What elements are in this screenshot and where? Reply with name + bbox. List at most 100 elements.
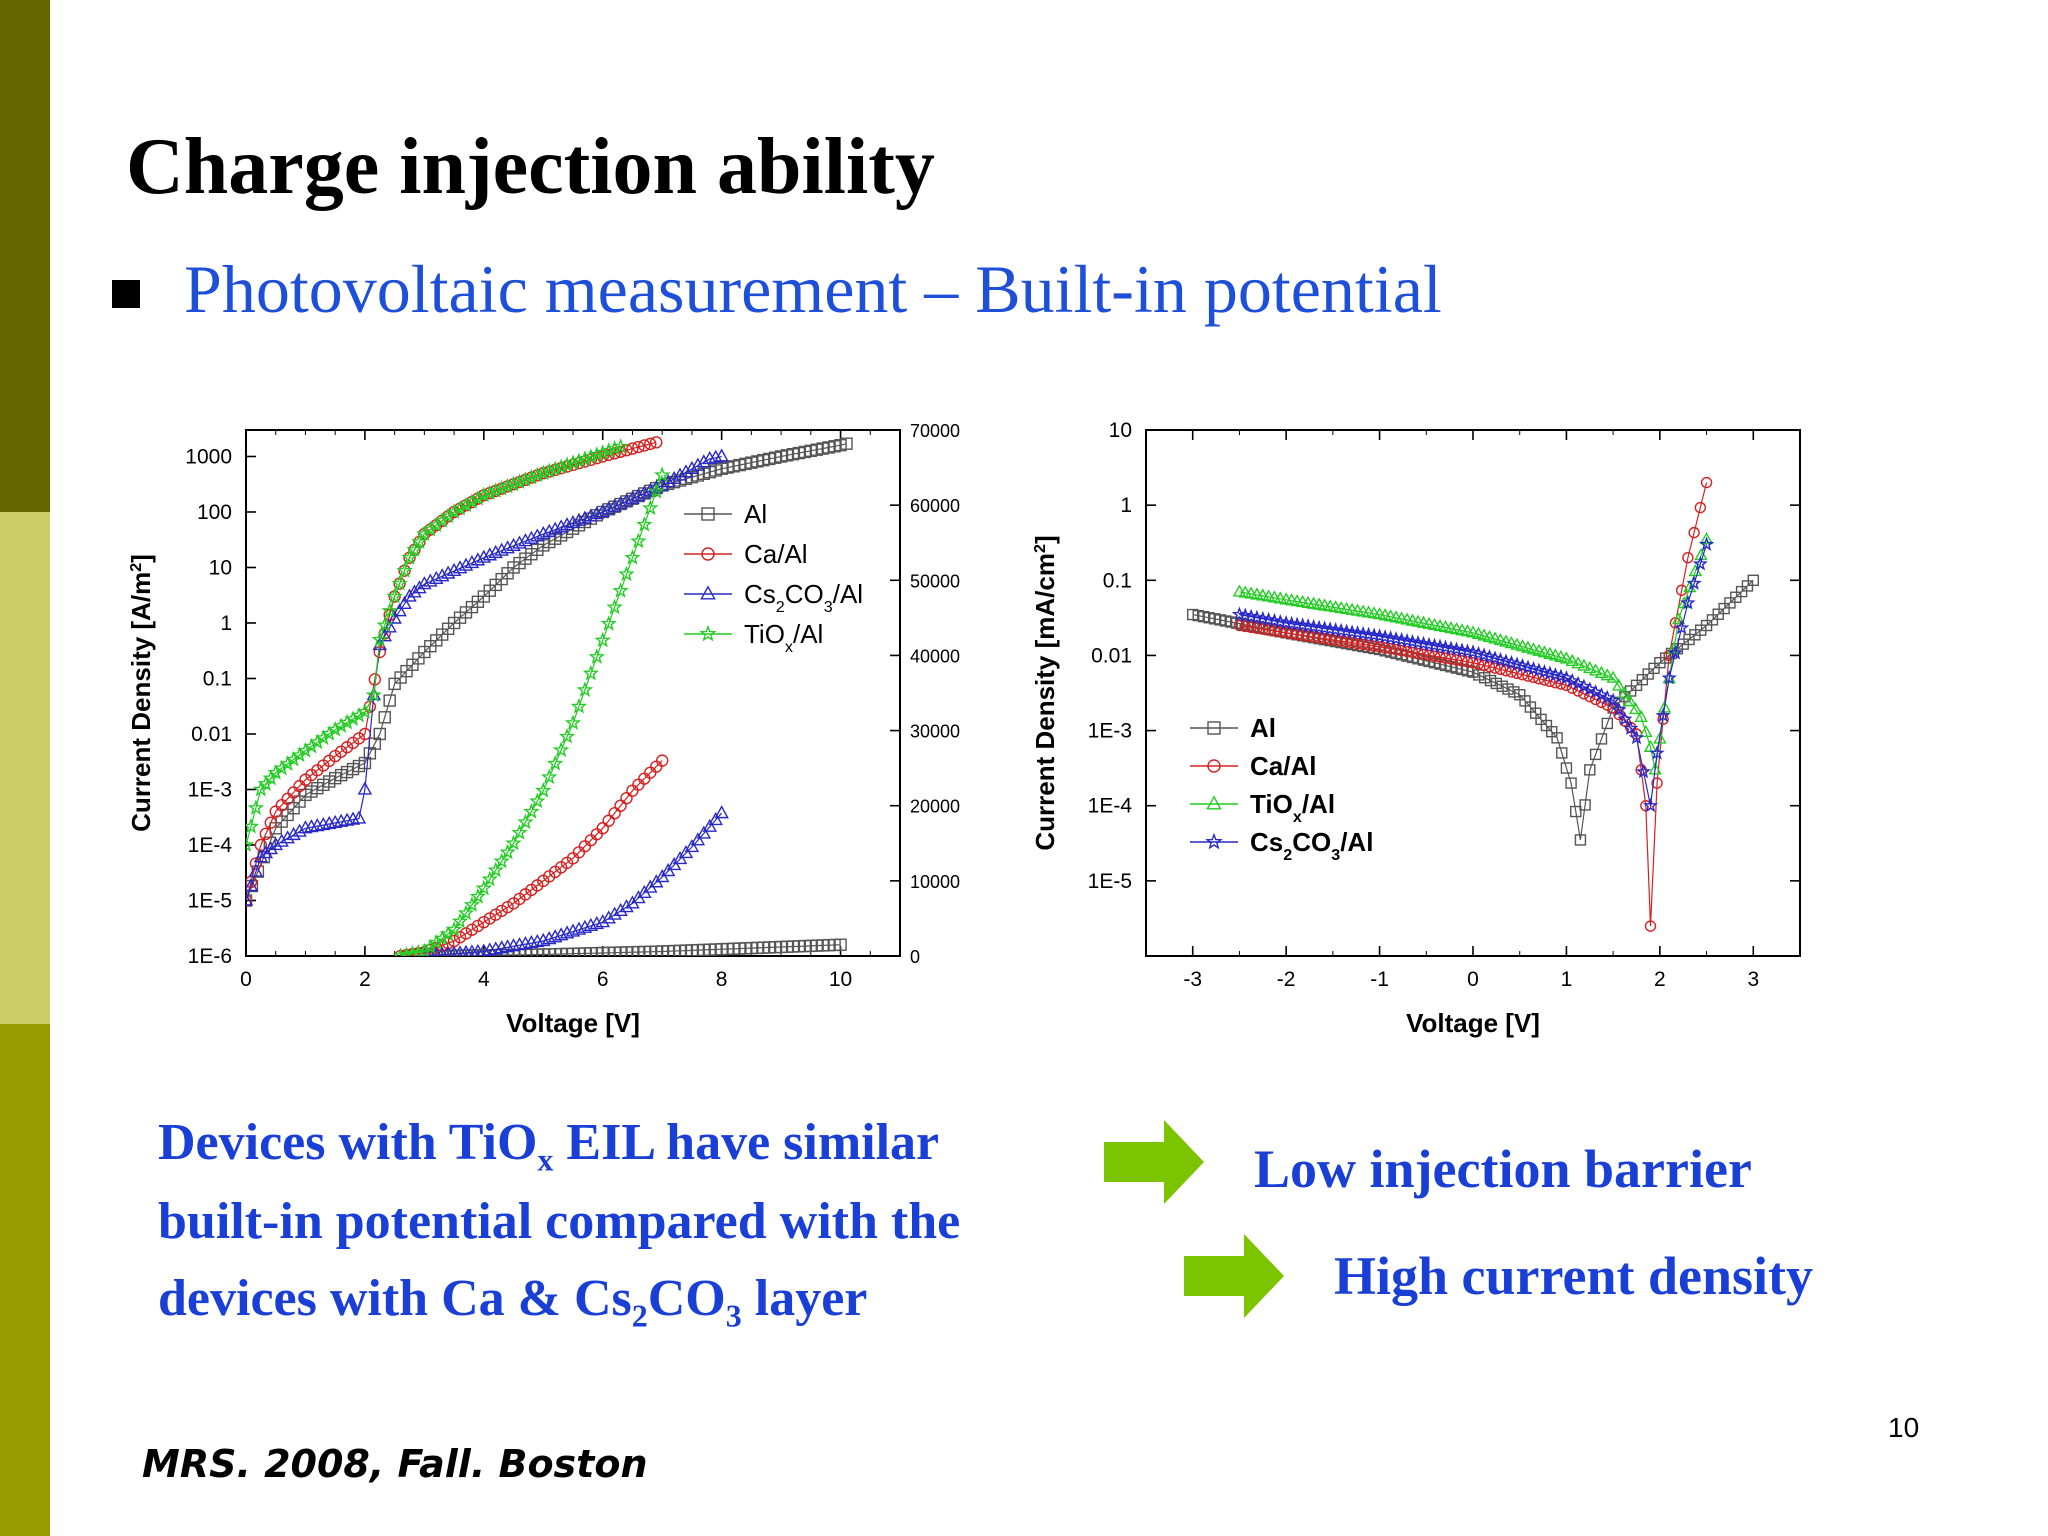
data-point <box>530 528 545 542</box>
data-point <box>246 892 254 906</box>
y-axis-label: Current Density [mA/cm2] <box>1030 535 1060 850</box>
data-point <box>344 710 362 726</box>
data-point <box>505 475 522 492</box>
data-point <box>553 927 569 941</box>
data-point <box>470 552 486 566</box>
data-point <box>1488 631 1502 644</box>
data-point <box>642 499 659 516</box>
data-point <box>246 894 253 907</box>
data-point <box>636 516 653 532</box>
data-point <box>684 460 700 475</box>
y-tick-label: 1E-5 <box>1088 870 1132 893</box>
bullet-text: Photovoltaic measurement – Built-in pote… <box>184 251 1442 327</box>
data-point <box>1428 650 1441 662</box>
data-point <box>1583 661 1597 674</box>
data-point <box>1560 762 1573 774</box>
data-point <box>637 485 652 499</box>
plot-frame <box>1145 429 1801 957</box>
legend-marker <box>700 585 716 600</box>
data-point <box>589 916 605 930</box>
data-point <box>280 830 295 844</box>
x-tick-label: 0 <box>1467 968 1479 991</box>
x-tick-label: 4 <box>478 968 490 991</box>
data-point <box>1700 476 1713 489</box>
data-point <box>1256 588 1270 601</box>
data-point <box>428 516 445 533</box>
data-point <box>601 501 616 515</box>
data-point <box>1482 629 1497 643</box>
data-point <box>493 852 510 869</box>
data-point <box>559 925 575 939</box>
data-point <box>594 631 611 648</box>
y-tick-label: 0.1 <box>203 667 232 690</box>
data-point <box>1335 635 1347 647</box>
y2-tick-label: 10000 <box>910 872 960 892</box>
data-point <box>1692 555 1708 571</box>
data-point <box>422 521 439 537</box>
data-point <box>536 526 551 540</box>
legend-label: Cs2CO3/Al <box>744 579 863 616</box>
data-point <box>540 462 558 479</box>
data-point <box>1417 648 1430 661</box>
data-point <box>1661 670 1677 685</box>
data-point <box>512 535 527 549</box>
y-tick-label: 1E-6 <box>188 945 232 968</box>
data-point <box>1612 678 1626 691</box>
data-point <box>396 562 413 578</box>
y-tick-label: 1E-3 <box>1088 720 1132 743</box>
data-point <box>547 929 563 943</box>
data-point <box>547 521 563 535</box>
y-tick-label: 0.1 <box>1103 569 1132 592</box>
description-line-1: Devices with TiOx EIL have similar <box>158 1114 940 1178</box>
data-point <box>481 484 498 501</box>
data-point <box>273 759 290 776</box>
data-point <box>1262 624 1275 636</box>
data-point <box>357 781 373 795</box>
data-point <box>1467 657 1479 669</box>
data-point <box>258 845 274 859</box>
data-point <box>407 584 422 598</box>
data-point <box>1368 640 1380 652</box>
data-point <box>457 496 475 513</box>
data-point <box>333 717 350 734</box>
data-point <box>417 576 432 590</box>
x-axis-label: Voltage [V] <box>1406 1008 1540 1038</box>
data-point <box>446 562 462 577</box>
legend-marker <box>699 624 717 642</box>
data-point <box>481 870 498 887</box>
data-point <box>1526 642 1541 655</box>
data-point <box>401 549 418 565</box>
data-point <box>614 799 627 812</box>
data-point <box>493 480 510 496</box>
x-tick-label: 0 <box>240 968 252 991</box>
data-point <box>511 473 528 490</box>
legend-label: Al <box>1250 713 1276 743</box>
data-point <box>1244 586 1258 599</box>
data-point <box>834 938 847 951</box>
accent-bar-top <box>0 0 50 512</box>
data-point <box>500 540 515 554</box>
data-point <box>638 439 651 452</box>
data-point <box>1601 717 1614 730</box>
data-point <box>1579 799 1591 811</box>
data-point <box>246 817 260 834</box>
data-point <box>600 615 617 631</box>
data-point <box>1564 672 1581 688</box>
plot-frame <box>245 429 901 957</box>
data-point <box>1251 622 1263 634</box>
data-point <box>259 827 273 841</box>
data-point <box>1329 634 1342 646</box>
data-point <box>440 507 457 524</box>
data-point <box>1340 636 1353 648</box>
data-point <box>564 454 582 470</box>
data-point <box>518 533 533 547</box>
data-point <box>511 824 528 840</box>
data-point <box>1423 649 1435 661</box>
data-point <box>1232 584 1247 597</box>
data-point <box>487 482 504 498</box>
data-point <box>422 938 439 955</box>
charts: 0 2 4 6 8 101E-61E-51E-41E-30.010.11101001000… <box>126 419 1801 1038</box>
data-point <box>1747 574 1759 586</box>
data-point <box>1599 689 1615 705</box>
data-point <box>1384 643 1397 655</box>
